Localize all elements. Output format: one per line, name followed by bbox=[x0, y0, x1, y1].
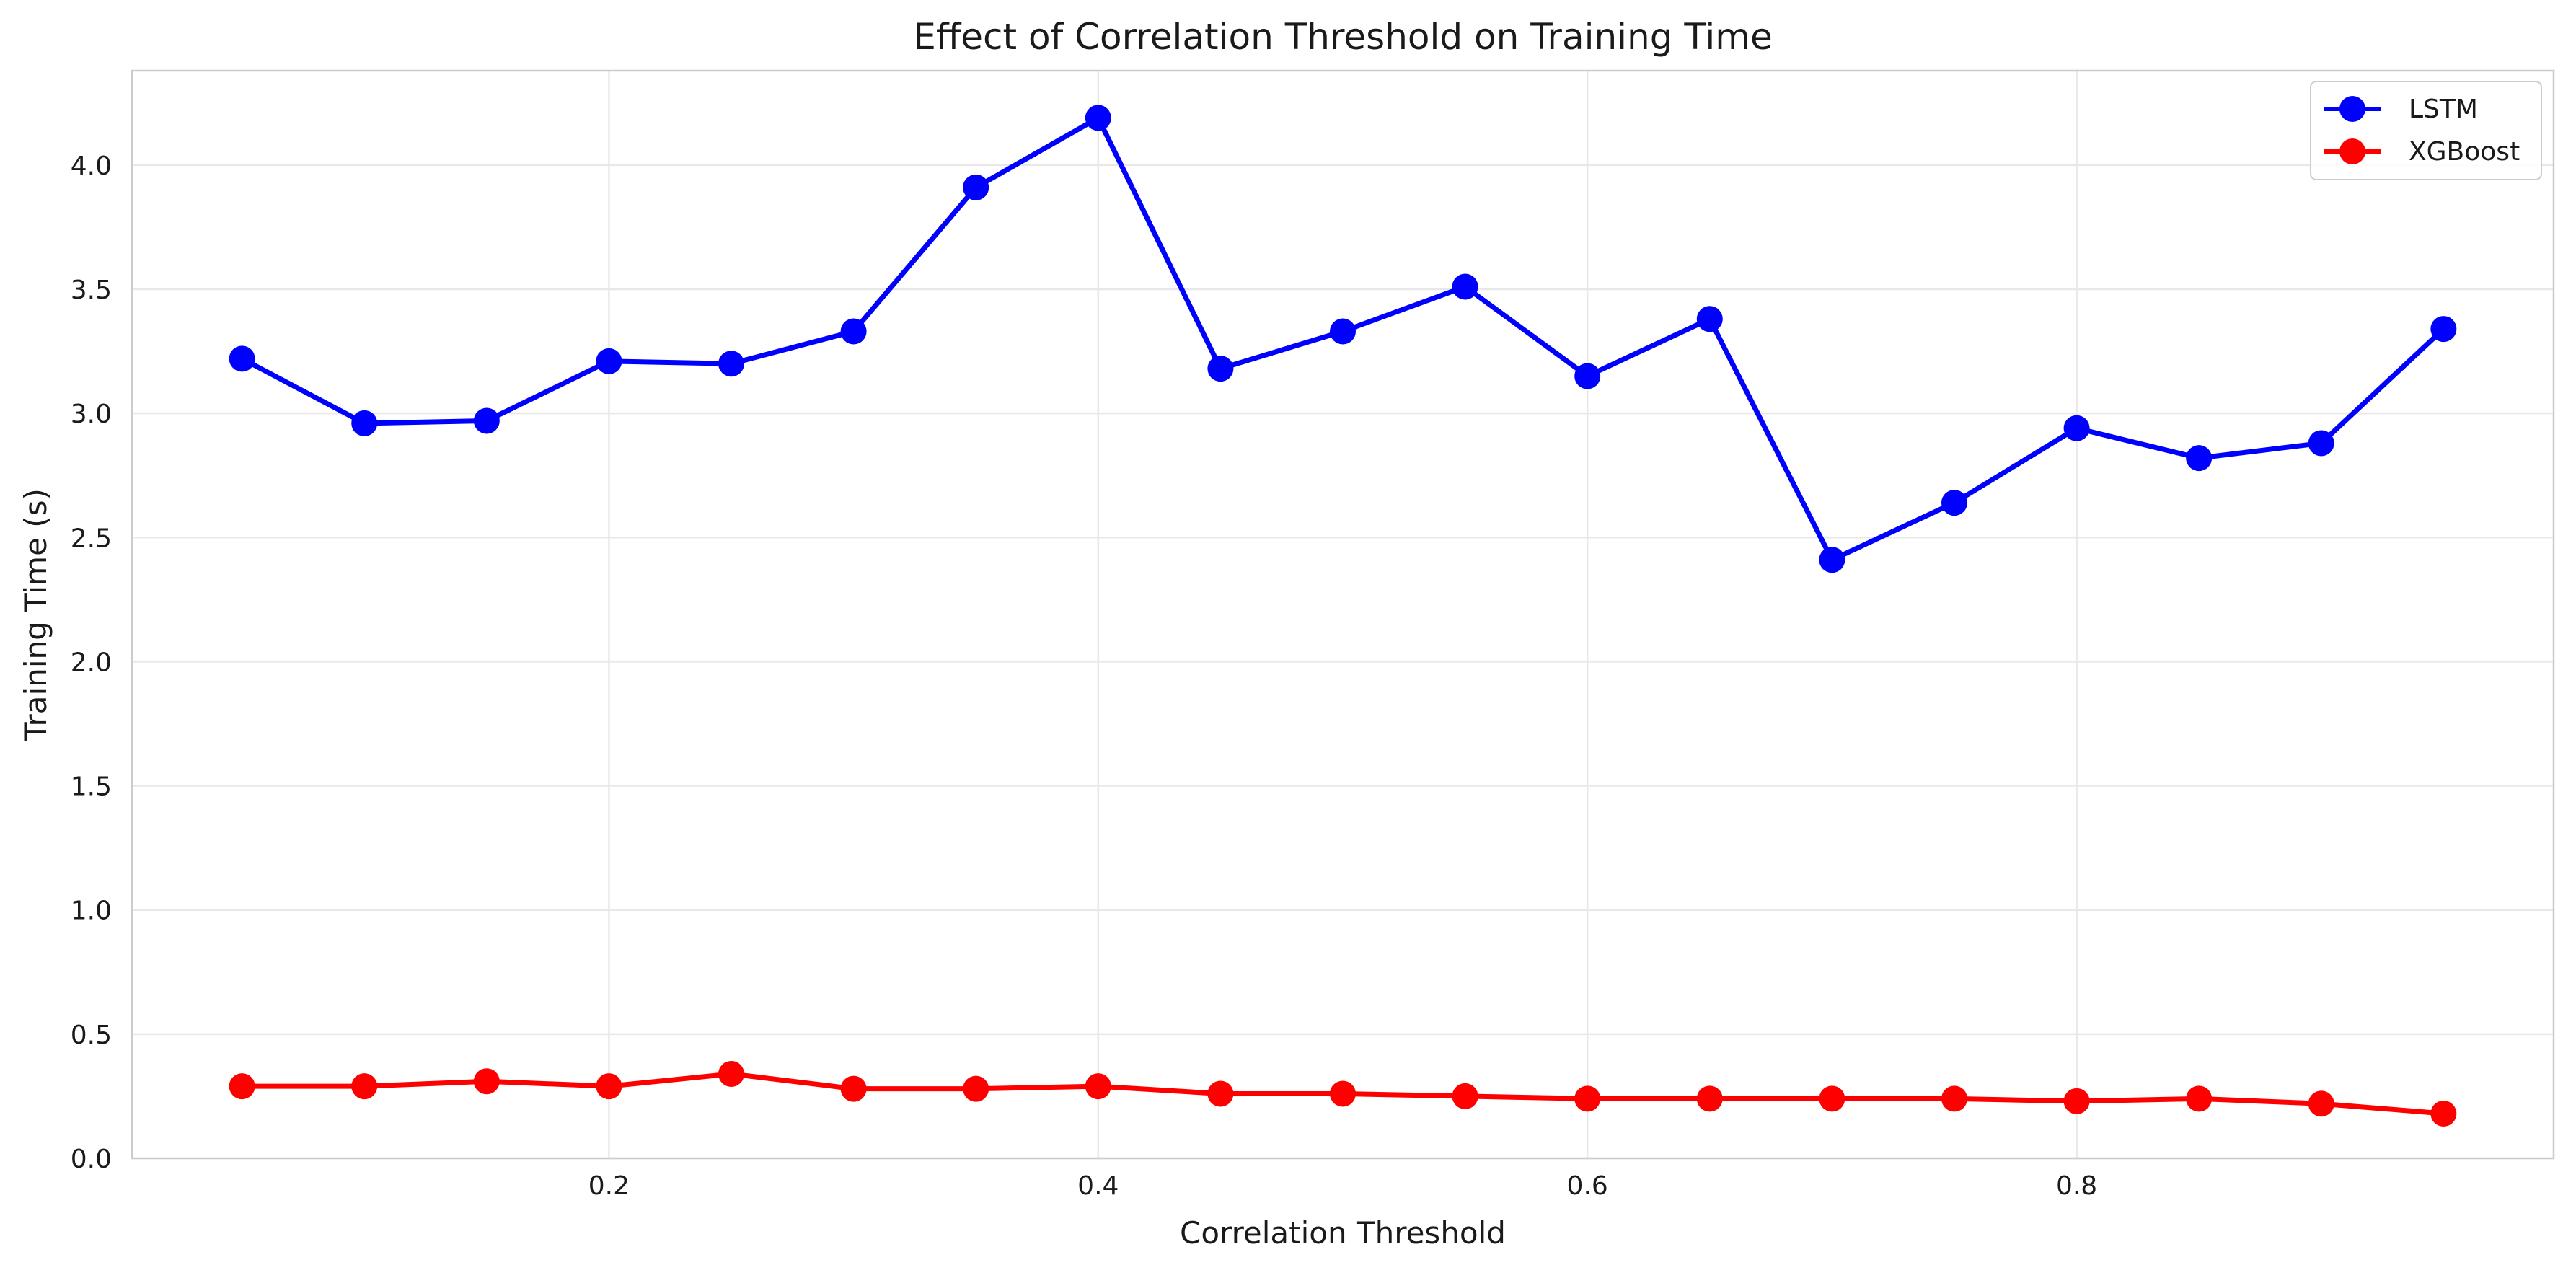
y-tick-label: 1.5 bbox=[71, 772, 112, 802]
plot-area-background bbox=[132, 71, 2554, 1158]
data-point-lstm bbox=[1330, 318, 1356, 345]
legend-marker-lstm bbox=[2339, 96, 2365, 122]
data-point-xgboost bbox=[2430, 1101, 2457, 1127]
y-tick-label: 0.0 bbox=[71, 1145, 112, 1174]
data-point-xgboost bbox=[596, 1073, 622, 1100]
data-point-xgboost bbox=[840, 1075, 867, 1102]
data-point-lstm bbox=[963, 174, 989, 200]
data-point-lstm bbox=[1941, 490, 1967, 516]
data-point-lstm bbox=[2186, 445, 2213, 472]
data-point-xgboost bbox=[229, 1073, 255, 1100]
data-point-xgboost bbox=[1696, 1085, 1723, 1112]
series-xgboost bbox=[229, 1060, 2457, 1127]
data-point-xgboost bbox=[351, 1073, 378, 1100]
legend: LSTM XGBoost bbox=[2310, 81, 2542, 180]
data-point-lstm bbox=[1819, 547, 1845, 573]
data-point-xgboost bbox=[2186, 1085, 2213, 1112]
axis-ticks: 0.2 0.4 0.6 0.8 0.0 0.5 1.0 1.5 2.0 2.5 3.0 3.5 4.0 bbox=[71, 151, 2097, 1201]
y-tick-label: 3.5 bbox=[71, 276, 112, 305]
y-tick-label: 0.5 bbox=[71, 1021, 112, 1050]
plot-area-frame bbox=[131, 69, 2555, 1160]
data-point-lstm bbox=[229, 345, 255, 372]
y-tick-label: 1.0 bbox=[71, 896, 112, 926]
data-point-xgboost bbox=[1452, 1083, 1478, 1109]
y-tick-label: 3.0 bbox=[71, 400, 112, 429]
x-tick-label: 0.4 bbox=[1077, 1171, 1119, 1201]
data-point-lstm bbox=[1696, 306, 1723, 332]
data-point-lstm bbox=[596, 348, 622, 374]
data-point-lstm bbox=[718, 351, 745, 377]
grid-lines bbox=[132, 71, 2554, 1160]
series-lstm bbox=[229, 105, 2457, 573]
data-point-xgboost bbox=[1574, 1085, 1601, 1112]
data-point-lstm bbox=[1574, 363, 1601, 389]
data-point-xgboost bbox=[1941, 1085, 1967, 1112]
data-point-lstm bbox=[473, 407, 500, 434]
legend-label-xgboost: XGBoost bbox=[2409, 137, 2520, 167]
y-tick-label: 4.0 bbox=[71, 151, 112, 181]
x-tick-label: 0.2 bbox=[588, 1171, 630, 1201]
legend-box bbox=[2310, 81, 2542, 180]
data-point-lstm bbox=[1085, 105, 1111, 131]
y-tick-label: 2.5 bbox=[71, 524, 112, 553]
data-point-lstm bbox=[2063, 415, 2090, 441]
data-point-xgboost bbox=[1207, 1080, 1234, 1107]
data-point-lstm bbox=[351, 410, 378, 436]
x-tick-label: 0.8 bbox=[2056, 1171, 2097, 1201]
data-series bbox=[229, 105, 2457, 1127]
x-tick-label: 0.6 bbox=[1567, 1171, 1608, 1201]
data-point-xgboost bbox=[1085, 1073, 1111, 1100]
data-point-lstm bbox=[1452, 273, 1478, 300]
data-point-lstm bbox=[840, 318, 867, 345]
legend-label-lstm: LSTM bbox=[2409, 94, 2478, 124]
y-tick-label: 2.0 bbox=[71, 648, 112, 677]
data-point-lstm bbox=[2430, 316, 2457, 343]
chart-title: Effect of Correlation Threshold on Train… bbox=[913, 16, 1773, 58]
data-point-xgboost bbox=[1819, 1085, 1845, 1112]
x-axis-label: Correlation Threshold bbox=[1180, 1215, 1506, 1251]
data-point-lstm bbox=[1207, 356, 1234, 382]
y-axis-label: Training Time (s) bbox=[18, 488, 53, 741]
legend-marker-xgboost bbox=[2339, 138, 2365, 164]
data-point-xgboost bbox=[2308, 1090, 2334, 1117]
data-point-lstm bbox=[2308, 430, 2334, 457]
data-point-xgboost bbox=[2063, 1088, 2090, 1114]
data-point-xgboost bbox=[473, 1068, 500, 1095]
data-point-xgboost bbox=[718, 1060, 745, 1087]
data-point-xgboost bbox=[1330, 1080, 1356, 1107]
data-point-xgboost bbox=[963, 1075, 989, 1102]
